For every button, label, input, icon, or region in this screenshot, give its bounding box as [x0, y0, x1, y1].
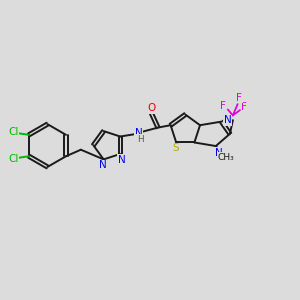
Text: CH₃: CH₃	[218, 153, 235, 162]
Text: N: N	[118, 155, 125, 165]
Text: N: N	[224, 116, 232, 125]
Text: O: O	[147, 103, 156, 113]
Text: Cl: Cl	[8, 154, 19, 164]
Text: Cl: Cl	[8, 127, 19, 137]
Text: N: N	[98, 160, 106, 170]
Text: N: N	[135, 128, 142, 138]
Text: F: F	[220, 101, 226, 111]
Text: S: S	[172, 143, 179, 153]
Text: N: N	[215, 148, 223, 158]
Text: H: H	[137, 135, 143, 144]
Text: F: F	[236, 93, 242, 103]
Text: F: F	[241, 102, 247, 112]
